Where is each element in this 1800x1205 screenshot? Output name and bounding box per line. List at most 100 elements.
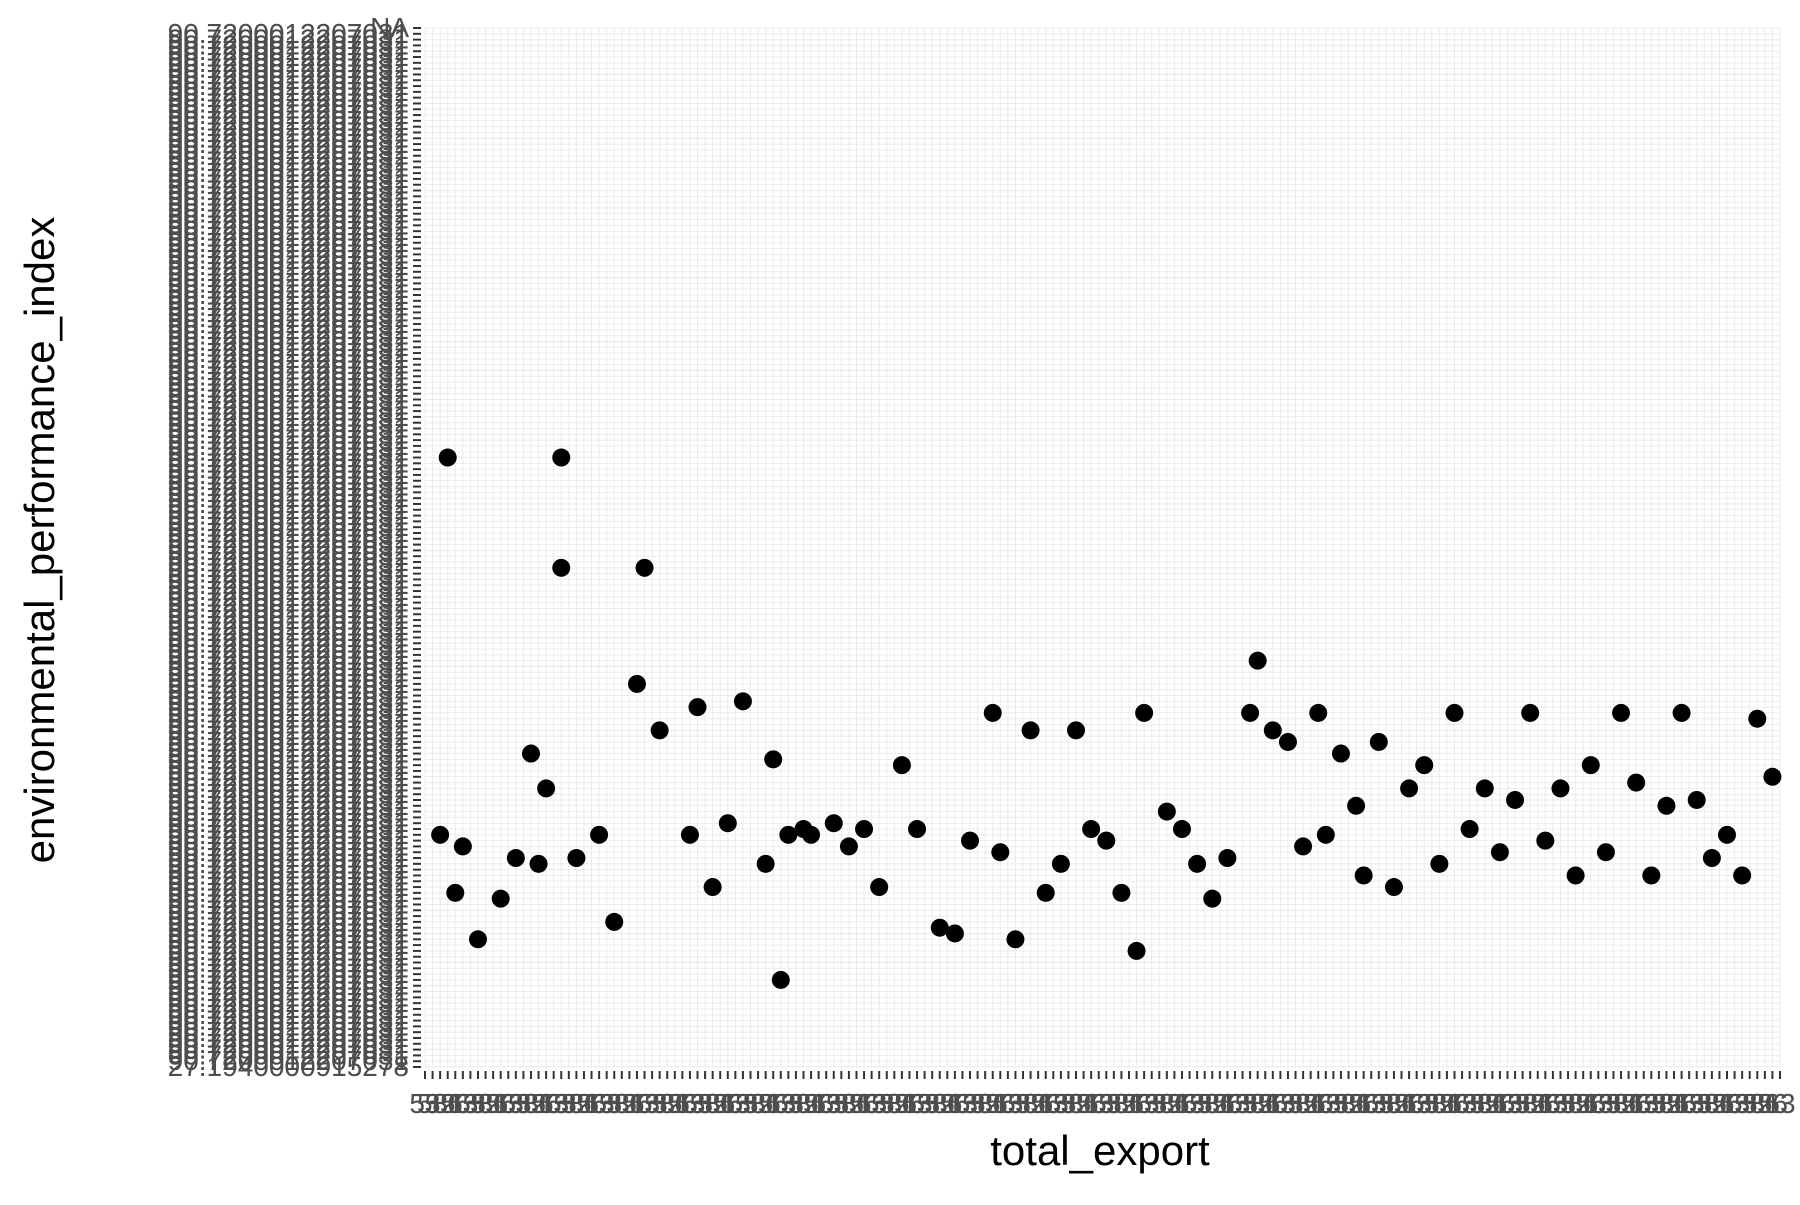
x-tick-label: 56	[1348, 1088, 1379, 1119]
y-tick-label: 90.7200012207031	[168, 146, 409, 177]
x-tick-label: 53	[727, 1088, 758, 1119]
x-tick-label: 58	[462, 1088, 493, 1119]
x-tick-label: 56	[485, 1088, 516, 1119]
x-tick-label: 56	[1212, 1088, 1243, 1119]
x-tick-label: 81	[478, 1088, 509, 1119]
x-tick-label: 56	[531, 1088, 562, 1119]
y-tick-label: 90.7200012207031	[168, 1005, 409, 1036]
y-tick-label: 90.7200012207031	[168, 256, 409, 287]
y-tick-label: 90.7200012207031	[168, 209, 409, 240]
x-tick-label: 56	[758, 1088, 789, 1119]
data-point	[605, 912, 624, 931]
x-tick-label: 52	[1015, 1088, 1046, 1119]
y-tick-label: 90.7200012207031	[168, 180, 409, 211]
x-tick-label: 58	[1007, 1088, 1038, 1119]
data-point	[1460, 820, 1479, 839]
y-tick-label: 90.7200012207031	[168, 87, 409, 118]
x-tick-label: 52	[1651, 1088, 1682, 1119]
y-tick-label: 90.7200012207031	[168, 337, 409, 368]
x-tick-label: 81	[1113, 1088, 1144, 1119]
x-tick-label: 53	[1636, 1088, 1667, 1119]
y-tick-label: 90.7200012207031	[168, 1034, 409, 1065]
x-tick-label: 52	[652, 1088, 683, 1119]
data-point	[1536, 831, 1555, 850]
x-tick-label: 63	[1583, 1088, 1614, 1119]
y-tick-label: 90.7200012207031	[168, 407, 409, 438]
x-tick-label: 63	[947, 1088, 978, 1119]
y-tick-label: 90.7200012207031	[168, 41, 409, 72]
x-tick-label: 63	[1265, 1088, 1296, 1119]
y-tick-label: 90.7200012207031	[168, 58, 409, 89]
x-tick-label: 52	[561, 1088, 592, 1119]
data-point	[1127, 941, 1146, 960]
y-tick-label: 90.7200012207031	[168, 204, 409, 235]
y-tick-label: 90.7200012207031	[168, 459, 409, 490]
y-tick-label: 90.7200012207031	[168, 656, 409, 687]
x-tick-label: 53	[1454, 1088, 1485, 1119]
y-tick-label: 90.7200012207031	[168, 825, 409, 856]
x-tick-label: 58	[1507, 1088, 1538, 1119]
x-tick-label: 63	[447, 1088, 478, 1119]
y-tick-label: 90.7200012207031	[168, 645, 409, 676]
y-tick-label: 90.7200012207031	[168, 587, 409, 618]
x-tick-label: 58	[1462, 1088, 1493, 1119]
x-tick-label: 63	[1719, 1088, 1750, 1119]
x-tick-label: 81	[1431, 1088, 1462, 1119]
y-tick-label: 90.7200012207031	[168, 1016, 409, 1047]
x-tick-label: 81	[1023, 1088, 1054, 1119]
y-tick-label: 90.7200012207031	[168, 1039, 409, 1070]
x-tick-label: 56	[1484, 1088, 1515, 1119]
data-point	[1702, 849, 1721, 868]
y-tick-label: 90.7200012207031	[168, 558, 409, 589]
x-axis-title: total_export	[990, 1127, 1210, 1174]
data-point	[1733, 866, 1752, 885]
y-tick-label: 90.7200012207031	[168, 360, 409, 391]
x-tick-label: 63	[629, 1088, 660, 1119]
data-point	[552, 558, 571, 577]
x-tick-label: 81	[1204, 1088, 1235, 1119]
y-tick-label: 90.7200012207031	[168, 650, 409, 681]
x-tick-label: 53	[455, 1088, 486, 1119]
y-tick-label: 90.7200012207031	[168, 279, 409, 310]
x-tick-label: 53	[954, 1088, 985, 1119]
y-tick-label: NA	[370, 12, 409, 43]
y-tick-label: 90.7200012207031	[168, 64, 409, 95]
x-tick-label: 81	[1341, 1088, 1372, 1119]
x-axis-tick-labels: 5358528156635358528156635358528156635358…	[409, 1088, 1795, 1119]
y-tick-label: 90.7200012207031	[168, 569, 409, 600]
y-tick-label: 90.7200012207031	[168, 703, 409, 734]
y-tick-label: 90.7200012207031	[168, 883, 409, 914]
x-tick-label: 53	[1091, 1088, 1122, 1119]
data-point	[908, 820, 927, 839]
data-point	[431, 825, 450, 844]
y-axis-title: environmental_performance_index	[16, 217, 63, 864]
x-tick-label: 58	[826, 1088, 857, 1119]
x-tick-label: 63	[493, 1088, 524, 1119]
x-tick-label: 58	[599, 1088, 630, 1119]
x-tick-label: 58	[735, 1088, 766, 1119]
y-tick-label: 90.7200012207031	[168, 1045, 409, 1076]
data-point	[1657, 796, 1676, 815]
y-tick-label: 90.7200012207031	[168, 761, 409, 792]
x-tick-label: 63	[1446, 1088, 1477, 1119]
x-tick-label: 56	[1666, 1088, 1697, 1119]
x-tick-label: 56	[1076, 1088, 1107, 1119]
x-tick-label: 53	[1136, 1088, 1167, 1119]
x-tick-label: 52	[742, 1088, 773, 1119]
y-tick-label: 90.7200012207031	[168, 343, 409, 374]
y-tick-label: 90.7200012207031	[168, 29, 409, 60]
x-tick-label: 52	[833, 1088, 864, 1119]
data-point	[1347, 796, 1366, 815]
x-tick-label: 52	[1605, 1088, 1636, 1119]
data-point	[1490, 843, 1509, 862]
x-tick-label: 52	[1696, 1088, 1727, 1119]
y-tick-label: 90.7200012207031	[168, 99, 409, 130]
y-tick-label: 90.7200012207031	[168, 952, 409, 983]
x-tick-label: 56	[803, 1088, 834, 1119]
x-tick-label: 56	[712, 1088, 743, 1119]
data-point	[1294, 837, 1313, 856]
x-tick-label: 81	[1068, 1088, 1099, 1119]
y-tick-label: 90.7200012207031	[168, 325, 409, 356]
x-tick-label: 53	[1272, 1088, 1303, 1119]
y-tick-label: 90.7200012207031	[168, 442, 409, 473]
